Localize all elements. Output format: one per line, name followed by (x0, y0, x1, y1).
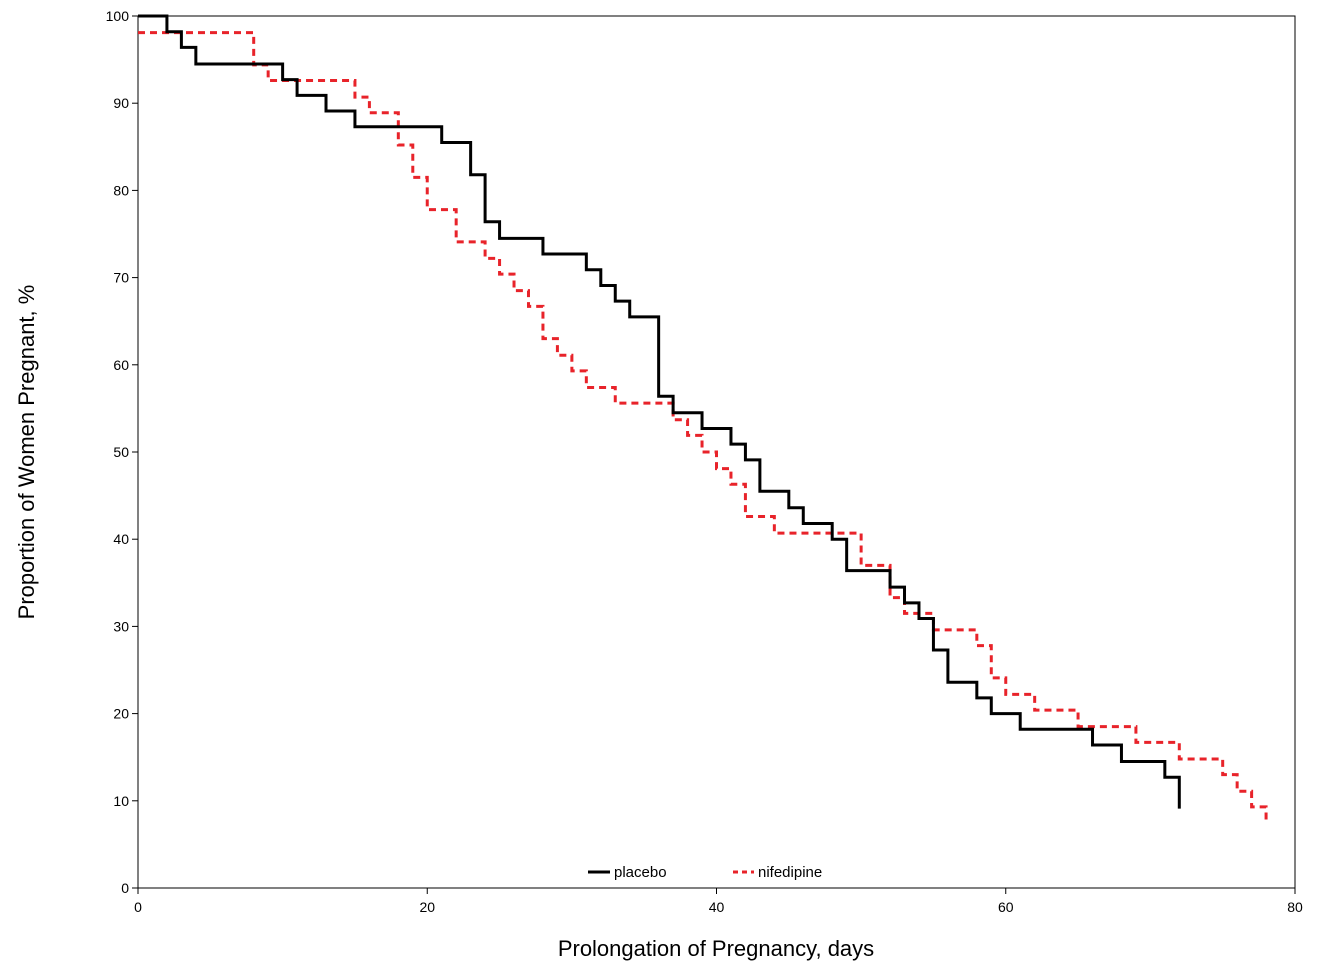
y-tick-label: 60 (113, 357, 129, 373)
legend-nifedipine-label: nifedipine (758, 864, 822, 881)
y-tick-label: 100 (106, 8, 130, 24)
y-tick-label: 80 (113, 182, 129, 198)
x-axis: 0 20 40 60 80 (134, 888, 1303, 915)
y-tick-label: 40 (113, 531, 129, 547)
x-tick-label: 20 (419, 899, 435, 915)
x-axis-title: Prolongation of Pregnancy, days (558, 936, 874, 961)
series-line-placebo (138, 14, 1181, 809)
y-axis-title: Proportion of Women Pregnant, % (14, 285, 39, 620)
y-tick-label: 0 (121, 880, 129, 896)
legend-placebo-label: placebo (614, 864, 667, 881)
y-tick-label: 20 (113, 706, 129, 722)
series-line-nifedipine (138, 31, 1268, 824)
y-tick-label: 50 (113, 444, 129, 460)
y-tick-label: 10 (113, 793, 129, 809)
y-tick-label: 90 (113, 95, 129, 111)
x-tick-label: 80 (1287, 899, 1303, 915)
x-tick-label: 40 (709, 899, 725, 915)
y-tick-label: 30 (113, 618, 129, 634)
series-layer (138, 14, 1268, 824)
x-tick-label: 60 (998, 899, 1014, 915)
legend: placebo nifedipine (588, 864, 822, 881)
x-tick-label: 0 (134, 899, 142, 915)
y-axis: 0 10 20 30 40 50 60 70 80 90 100 (106, 8, 138, 896)
y-tick-label: 70 (113, 270, 129, 286)
